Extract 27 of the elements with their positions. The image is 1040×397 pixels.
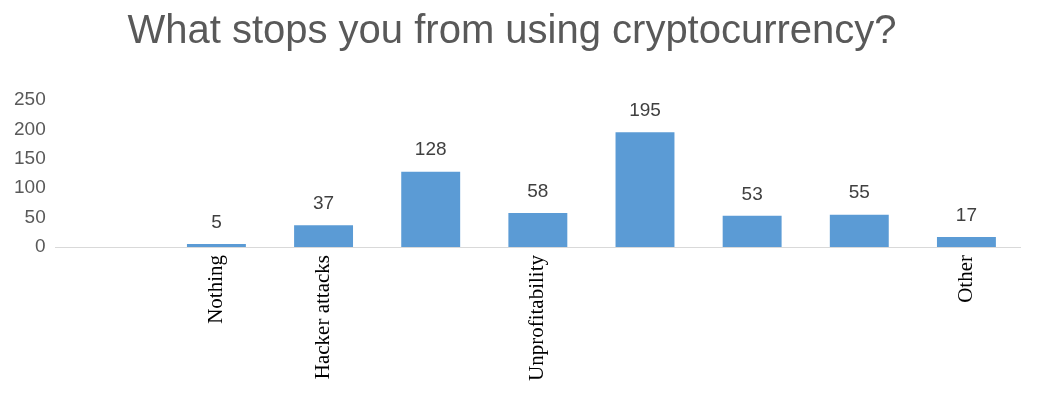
data-label: 55	[848, 181, 870, 203]
x-tick-label: Nothing	[202, 254, 227, 324]
data-label: 17	[955, 203, 977, 225]
y-tick-label: 50	[24, 205, 46, 227]
x-tick-label: Hacker attacks	[310, 255, 335, 380]
data-label: 58	[527, 179, 549, 201]
bar	[401, 171, 461, 248]
y-tick-label: 150	[14, 147, 46, 169]
data-label: 53	[741, 182, 763, 204]
bar	[936, 237, 996, 248]
data-label: 37	[312, 192, 335, 213]
x-tick-label: Other	[952, 255, 977, 303]
y-tick-label: 200	[14, 117, 46, 139]
data-label: 195	[629, 99, 661, 121]
y-tick-label: 100	[14, 176, 46, 198]
y-tick-label: 250	[14, 88, 46, 110]
data-label: 5	[211, 210, 222, 232]
bar	[186, 244, 246, 248]
bar	[829, 214, 889, 248]
x-tick-label: Unprofitability	[524, 254, 549, 381]
chart-title: What stops you from using cryptocurrency?	[127, 7, 897, 52]
bar	[615, 132, 675, 248]
y-tick-label: 0	[35, 235, 46, 257]
bar	[508, 212, 568, 248]
bar	[722, 215, 782, 248]
data-label: 128	[414, 138, 447, 160]
bar	[294, 225, 354, 248]
